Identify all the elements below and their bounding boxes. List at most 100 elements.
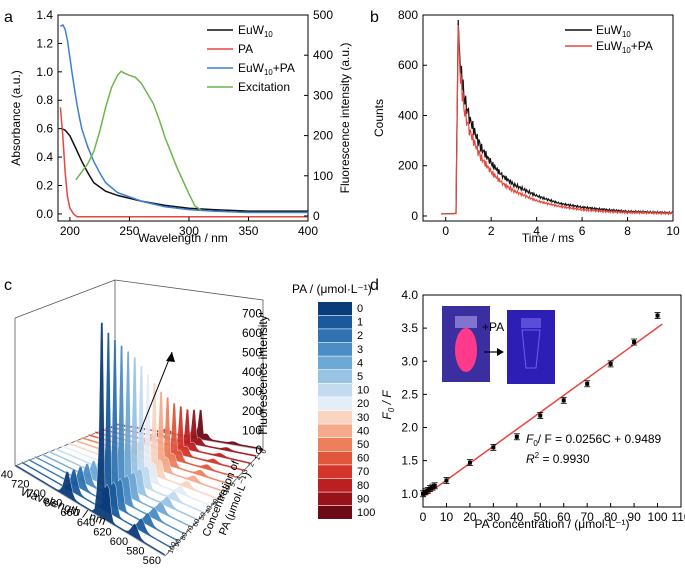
panel-d-data-point	[632, 340, 637, 345]
panel-a-frame	[57, 14, 309, 222]
panel-a-ytick-left-label: 0.8	[36, 93, 53, 107]
panel-a-legend-label: EuW10	[238, 23, 273, 39]
panel-c-ztick-label: 600	[242, 326, 262, 340]
panel-c-xtick-label: 640	[77, 517, 95, 529]
panel-b-ytick-label: 400	[398, 108, 418, 122]
panel-a-ytick-right-label: 100	[313, 169, 333, 183]
panel-c-xtick-label: 620	[93, 526, 111, 538]
panel-c-ytick-label: 5	[229, 482, 237, 488]
panel-a-label: a	[4, 9, 13, 26]
panel-c-legend-swatch	[318, 397, 352, 411]
panel-d-xtick-label: 0	[420, 510, 427, 524]
panel-b-ytick-label: 600	[398, 58, 418, 72]
panel-c-ytick-label: 50	[198, 512, 207, 522]
panel-c-xtick-label: 580	[126, 545, 144, 557]
panel-c-xtick-label: 700	[28, 488, 46, 500]
panel-d-data-point	[444, 478, 449, 483]
panel-c-ztick-label: 0	[255, 443, 262, 457]
panel-a-ytick-left-label: 0.6	[36, 122, 53, 136]
panel-d-xtick-label: 20	[463, 510, 477, 524]
panel-d-inset: +PA	[442, 306, 555, 384]
panel-b-xtick-label: 4	[533, 224, 540, 238]
panel-d-r2: R2 = 0.9930	[526, 451, 590, 466]
panel-c-legend-swatch	[318, 370, 352, 383]
panel-c-ytick-label: 90	[174, 538, 183, 548]
panel-c-ytick-label: 2	[248, 462, 256, 468]
panel-d-xtick-label: 70	[581, 510, 595, 524]
panel-c-trend-arrowhead	[166, 352, 175, 362]
panel-a-xtick-label: 200	[60, 224, 80, 238]
panel-c-legend-swatch	[318, 478, 352, 492]
panel-d-ylabel: F0 / F	[380, 390, 396, 420]
panel-a-xtick-label: 250	[119, 224, 139, 238]
panel-c-xtick-label: 720	[11, 479, 29, 491]
panel-c-ztick-label: 400	[242, 365, 262, 379]
panel-b-xtick-label: 6	[579, 224, 586, 238]
panel-d-data-point	[538, 413, 543, 418]
vial-before-glow	[455, 328, 477, 372]
panel-a-legend-label: EuW10+PA	[238, 61, 295, 77]
panel-c-legend-swatch	[318, 492, 352, 506]
panel-c-legend-label: 100	[357, 507, 375, 519]
inset-pa-label: +PA	[482, 320, 504, 334]
panel-b-series-line	[441, 24, 674, 216]
panel-c-legend-label: 80	[357, 480, 369, 492]
panel-c-legend-swatch	[318, 410, 352, 424]
panel-a-series-line	[60, 23, 308, 214]
panel-d-data-point	[585, 381, 590, 386]
panel-b-xtick-label: 8	[624, 224, 631, 238]
panel-b-legend-label: EuW10+PA	[596, 39, 653, 55]
panel-d-data-point	[425, 488, 430, 493]
panel-a-series-line	[59, 107, 308, 218]
panel-d-xtick-label: 110	[671, 510, 685, 524]
panel-b-xtick-label: 2	[488, 224, 495, 238]
panel-c-xtick-label: 660	[60, 507, 78, 519]
panel-c-ytick-label: 100	[167, 541, 178, 555]
panel-a-ylabel-right: Fluorescence intensity (a.u.)	[338, 43, 352, 194]
panel-a-series-line	[75, 70, 202, 211]
panel-c-legend-swatch	[318, 342, 352, 356]
panel-d-xtick-label: 10	[440, 510, 454, 524]
panel-a-ytick-left-label: 0.0	[36, 207, 53, 221]
panel-c-legend-swatch	[318, 424, 352, 438]
panel-d-ytick-label: 2.5	[401, 387, 418, 401]
panel-c-legend-label: 0	[357, 303, 363, 315]
panel-d-xtick-label: 100	[648, 510, 668, 524]
panel-c-legend-label: 1	[357, 317, 363, 329]
panel-d-label: d	[370, 277, 379, 294]
panel-c-legend-label: 90	[357, 493, 369, 505]
panel-d-data-point	[655, 313, 660, 318]
panel-d-data-point	[467, 460, 472, 465]
panel-c-ytick-label: 80	[180, 532, 189, 542]
panel-b-ytick-label: 800	[398, 8, 418, 22]
panel-d-xtick-label: 90	[627, 510, 641, 524]
panel-c-ztick-label: 100	[242, 424, 262, 438]
panel-a-xtick-label: 400	[298, 224, 318, 238]
panel-a-xtick-label: 300	[179, 224, 199, 238]
panel-a-ytick-right-label: 0	[313, 209, 320, 223]
panel-b-ylabel: Counts	[372, 99, 386, 137]
panel-d-data-point	[428, 486, 433, 491]
panel-d-data-point	[608, 361, 613, 366]
panel-c-ztick-label: 700	[242, 307, 262, 321]
panel-b-ytick-label: 0	[411, 209, 418, 223]
panel-c-ytick-label: 4	[236, 475, 244, 481]
panel-a-ytick-left-label: 0.2	[36, 178, 53, 192]
panel-a-series-line	[61, 128, 308, 212]
panel-d-data-point	[514, 434, 519, 439]
panel-a-ylabel-left: Absorbance (a.u.)	[9, 70, 23, 165]
panel-c-ytick-label: 3	[242, 468, 250, 474]
panel-d-ytick-label: 3.0	[401, 354, 418, 368]
panel-b-series-line	[441, 19, 674, 215]
panel-c-ztick-label: 500	[242, 346, 262, 360]
panel-d-xtick-label: 40	[510, 510, 524, 524]
panel-d-xtick-label: 60	[557, 510, 571, 524]
panel-a-ytick-right-label: 200	[313, 129, 333, 143]
panel-c-legend-swatch	[318, 383, 352, 397]
panel-b-label: b	[370, 9, 379, 26]
panel-a-xtick-label: 350	[238, 224, 258, 238]
panel-c-label: c	[4, 277, 12, 294]
panel-a-ytick-left-label: 1.4	[36, 8, 53, 22]
panel-c-ztick-label: 200	[242, 404, 262, 418]
